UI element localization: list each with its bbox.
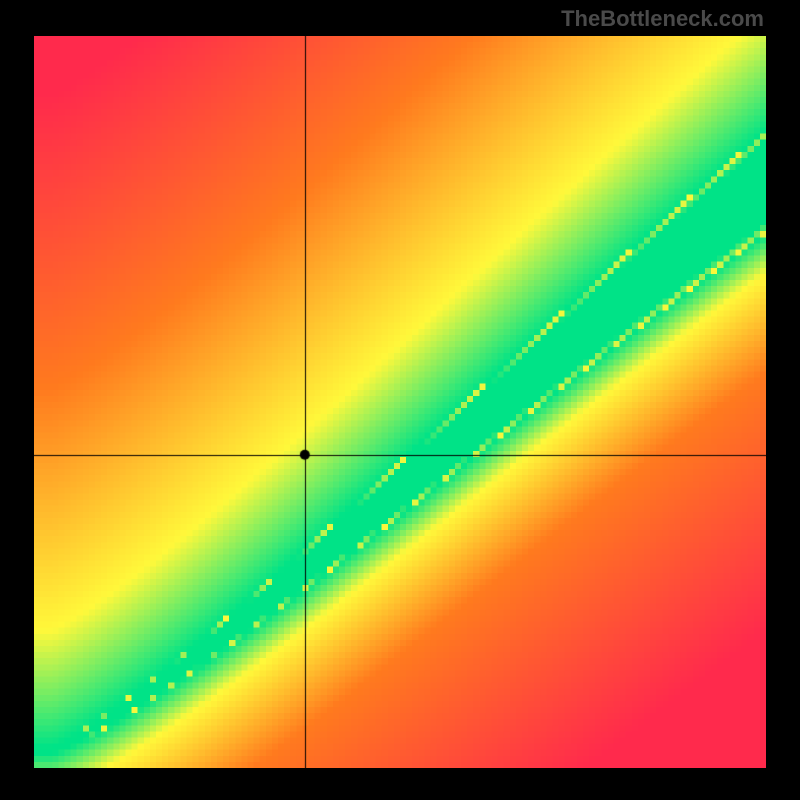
bottleneck-heatmap	[34, 36, 766, 768]
watermark-text: TheBottleneck.com	[561, 6, 764, 32]
chart-container: TheBottleneck.com	[0, 0, 800, 800]
